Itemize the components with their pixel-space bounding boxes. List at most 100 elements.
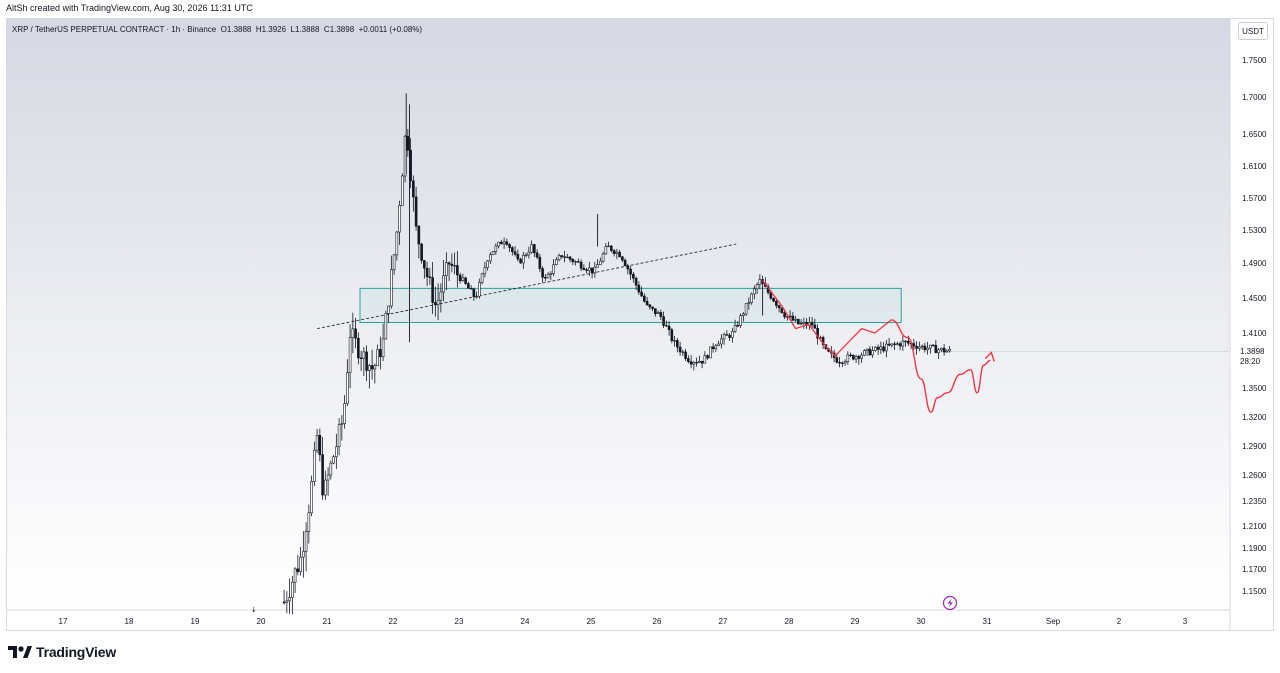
candle [720, 334, 723, 349]
candle-body [315, 435, 319, 451]
x-tick-label: 19 [191, 617, 200, 626]
candle-body [453, 265, 456, 267]
candle [648, 304, 652, 310]
candle-body [736, 325, 740, 327]
candle [370, 349, 374, 380]
candle-body [326, 474, 330, 481]
x-tick-label: 26 [653, 617, 662, 626]
last-price-tag: 1.3898 28:20 [1237, 344, 1271, 370]
candle [365, 345, 368, 382]
symbol-name: XRP / TetherUS PERPETUAL CONTRACT · 1h ·… [12, 25, 217, 34]
candle-body [626, 265, 630, 270]
candle-body [357, 337, 360, 359]
candle [868, 346, 872, 356]
candle-body [621, 256, 624, 261]
open-label: O [220, 25, 227, 34]
candle-body [401, 175, 404, 206]
candle [780, 307, 784, 314]
candle-body [288, 597, 291, 602]
candle [637, 281, 641, 295]
candle-body [942, 347, 946, 353]
chart-frame [6, 18, 1274, 631]
candle-body [590, 267, 594, 274]
candle-body [912, 343, 916, 347]
candle [522, 251, 525, 270]
candle-body [321, 454, 324, 496]
candle [541, 266, 544, 283]
candle [640, 286, 643, 297]
candle-body [387, 305, 390, 314]
candle-body [414, 196, 418, 227]
candle [703, 351, 707, 364]
candle-body [318, 435, 322, 455]
candle [467, 281, 470, 289]
candle-body [563, 256, 566, 258]
candle [695, 357, 698, 367]
candle [700, 360, 704, 369]
candle [678, 341, 682, 356]
y-tick-label: 1.3200 [1242, 413, 1267, 422]
candle [629, 265, 632, 280]
candle-body [860, 354, 863, 359]
candle [698, 355, 701, 364]
candle [447, 261, 451, 282]
candle [692, 360, 696, 371]
y-tick-label: 1.4500 [1242, 294, 1267, 303]
candle [384, 310, 388, 340]
lightning-icon[interactable] [942, 595, 958, 611]
candle-body [544, 276, 547, 279]
candle-body [348, 337, 352, 373]
candle [456, 250, 459, 288]
candle [788, 310, 792, 320]
tradingview-logo[interactable]: TradingView [8, 643, 116, 661]
candle [612, 249, 616, 257]
candle [321, 436, 324, 500]
candle-body [505, 241, 509, 245]
time-axis[interactable]: 17 18 19 20 21 22 23 24 25 26 27 28 29 30 31 Sep 2 3 [59, 617, 1188, 626]
chart-credit: AltSh created with TradingView.com, Aug … [6, 3, 253, 13]
candle [599, 257, 602, 266]
candle [524, 252, 528, 258]
candle-body [340, 423, 344, 425]
candle [464, 276, 467, 285]
candle [643, 293, 646, 303]
candle-body [931, 344, 935, 347]
candle-body [755, 284, 759, 290]
candle-body [744, 303, 748, 315]
symbol-legend[interactable]: XRP / TetherUS PERPETUAL CONTRACT · 1h ·… [12, 25, 422, 34]
candle-body [513, 251, 517, 255]
candle [744, 303, 748, 316]
candle-body [445, 262, 448, 276]
candle-body [612, 250, 616, 254]
candle-body [689, 361, 693, 365]
price-axis[interactable]: 1.7500 1.7000 1.6500 1.6100 1.5700 1.5300 1.49… [1242, 56, 1267, 596]
candle [596, 259, 599, 268]
candle-body [651, 306, 654, 309]
candle-body [511, 247, 514, 253]
candle [673, 335, 676, 347]
candle [717, 340, 720, 347]
candle-body [816, 327, 819, 339]
x-tick-label: 23 [455, 617, 464, 626]
currency-selector[interactable]: USDT [1238, 22, 1268, 40]
candle [706, 354, 709, 360]
candle-body [777, 305, 781, 309]
candle-body [863, 350, 866, 356]
candle [810, 316, 814, 330]
plot-background [7, 19, 1230, 610]
candle [582, 264, 586, 271]
projection-trace [762, 280, 892, 357]
candle-body [522, 255, 525, 264]
candle [434, 286, 437, 317]
candle-body [904, 340, 907, 343]
projection-curve [891, 319, 991, 413]
candle-body [923, 345, 927, 351]
candle-body [574, 261, 577, 263]
candle-body [392, 254, 396, 271]
candle [412, 175, 415, 212]
close-value: 1.3898 [329, 25, 355, 34]
candle [423, 260, 426, 279]
candle-body [555, 259, 558, 266]
candle [475, 291, 478, 299]
